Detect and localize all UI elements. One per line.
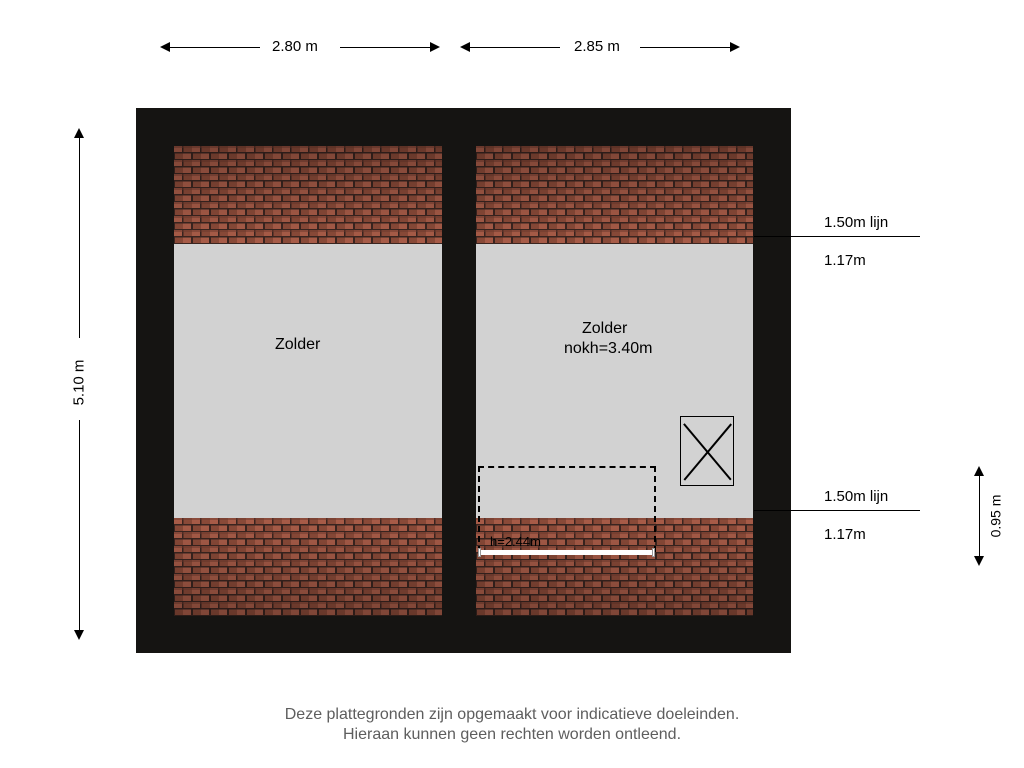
dim-top-left-label: 2.80 m [272,38,318,55]
dim-left-arrow-b [74,630,84,640]
roof-hatch [680,416,734,486]
room-left-label: Zolder [275,336,320,354]
room-right-label-line2: nokh=3.40m [564,340,653,358]
disclaimer-line1: Deze plattegronden zijn opgemaakt voor i… [0,706,1024,724]
leader-top [754,236,920,237]
dim-top-left-line-l [170,47,260,48]
disclaimer-line2: Hieraan kunnen geen rechten worden ontle… [0,726,1024,744]
dim-top-right-label: 2.85 m [574,38,620,55]
dim-top-right-line-l [470,47,560,48]
leader-bottom-label2: 1.17m [824,526,866,543]
dim-top-left-line-r [340,47,430,48]
roof-left-top [174,146,442,244]
dim-left-label: 5.10 m [70,360,87,406]
room-right-label-line1: Zolder [582,320,627,338]
leader-top-label2: 1.17m [824,252,866,269]
leader-bottom-label1: 1.50m lijn [824,488,888,505]
dim-right-label: 0.95 m [987,495,1003,538]
roof-right-top [476,146,753,244]
dim-left-arrow-t [74,128,84,138]
opening-cap-right [652,548,655,557]
dim-right-arrow-t [974,466,984,476]
opening-strip [480,550,654,555]
opening-cap-left [478,548,481,557]
dim-top-right-arrow-l [460,42,470,52]
dim-left-line-b [79,420,80,630]
dim-top-left-arrow-l [160,42,170,52]
dim-right-line [979,476,980,556]
dim-right-arrow-b [974,556,984,566]
roof-left-bottom [174,518,442,616]
dim-top-right-arrow-r [730,42,740,52]
leader-top-label1: 1.50m lijn [824,214,888,231]
dim-top-right-line-r [640,47,730,48]
dim-top-left-arrow-r [430,42,440,52]
height-label: h=2.44m [490,534,541,549]
leader-bottom [754,510,920,511]
dim-left-line-t [79,138,80,338]
